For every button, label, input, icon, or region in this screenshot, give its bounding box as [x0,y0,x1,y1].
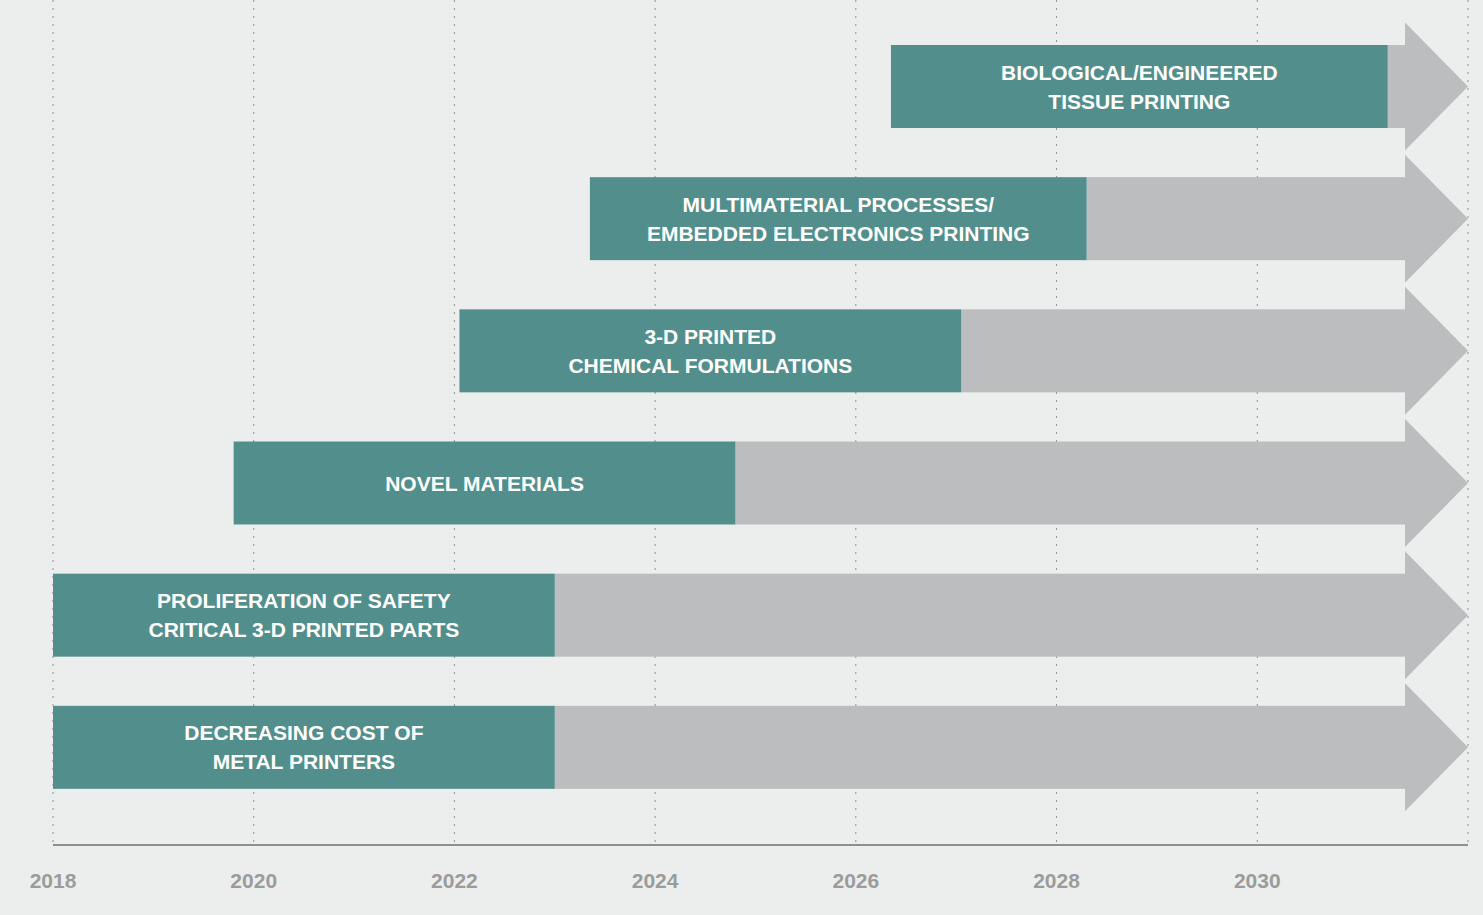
svg-text:2030: 2030 [1234,869,1281,892]
svg-text:3-D PRINTEDCHEMICAL FORMULATIO: 3-D PRINTEDCHEMICAL FORMULATIONS [568,325,852,377]
svg-text:2028: 2028 [1033,869,1080,892]
svg-text:2024: 2024 [632,869,679,892]
svg-text:2020: 2020 [230,869,277,892]
svg-text:2026: 2026 [832,869,879,892]
svg-text:NOVEL MATERIALS: NOVEL MATERIALS [385,472,584,495]
svg-text:BIOLOGICAL/ENGINEEREDTISSUE PR: BIOLOGICAL/ENGINEEREDTISSUE PRINTING [1001,61,1278,113]
svg-text:2018: 2018 [30,869,77,892]
svg-text:PROLIFERATION OF SAFETYCRITICA: PROLIFERATION OF SAFETYCRITICAL 3-D PRIN… [149,589,460,641]
svg-text:MULTIMATERIAL PROCESSES/EMBEDD: MULTIMATERIAL PROCESSES/EMBEDDED ELECTRO… [647,193,1030,245]
svg-text:DECREASING COST OFMETAL PRINTE: DECREASING COST OFMETAL PRINTERS [184,721,423,773]
svg-text:2022: 2022 [431,869,478,892]
